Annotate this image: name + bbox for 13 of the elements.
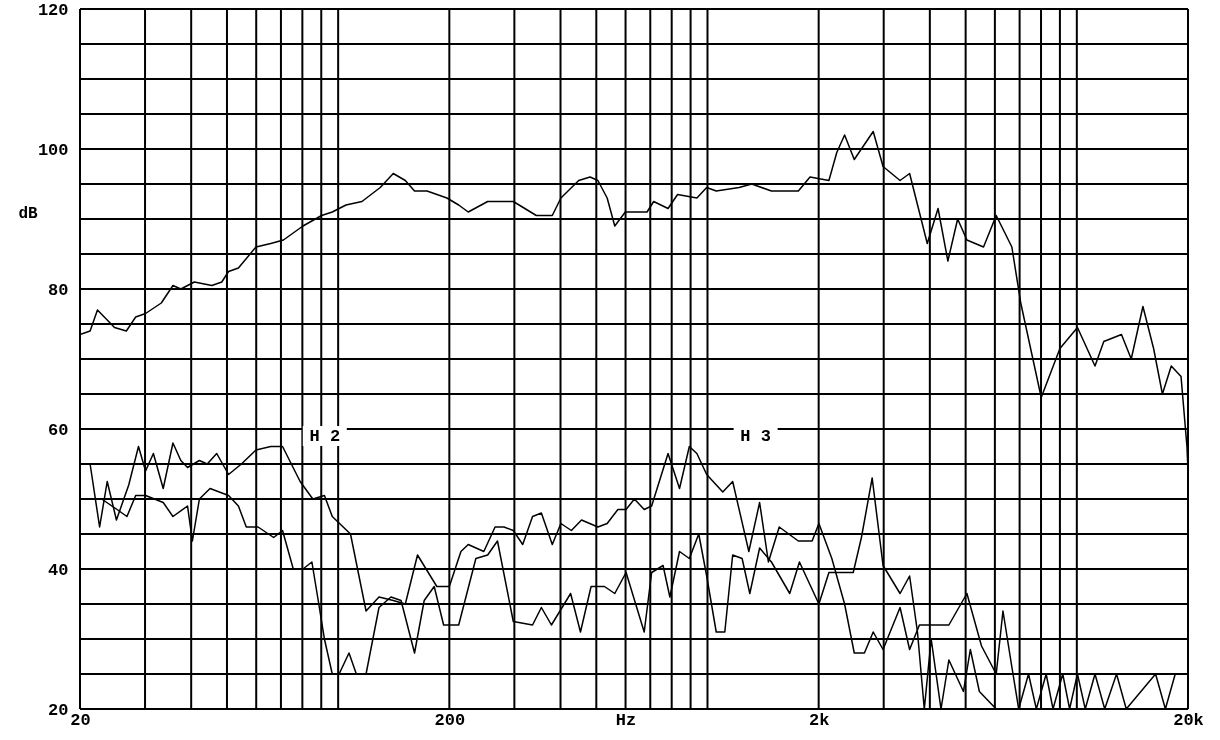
x-tick-label: 20: [70, 710, 91, 730]
y-tick-label: 120: [37, 0, 69, 20]
x-tick-label: 2k: [808, 710, 830, 730]
x-tick-label: Hz: [615, 710, 637, 730]
x-tick-label: 20k: [1173, 710, 1204, 730]
annotation: H 2: [309, 427, 341, 446]
annotation: H 3: [740, 427, 771, 446]
y-tick-label: 60: [48, 420, 69, 440]
y-tick-label: 40: [48, 560, 69, 580]
y-tick-label: 80: [48, 280, 69, 300]
y-tick-label: 100: [37, 140, 69, 160]
x-tick-label: 200: [434, 710, 466, 730]
y-axis-title: dB: [18, 204, 39, 223]
